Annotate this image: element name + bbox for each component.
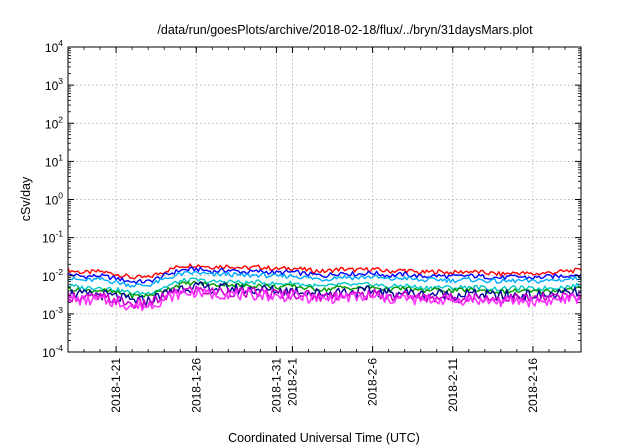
x-tick-label: 2018-2-11 (446, 358, 460, 412)
series-line (67, 286, 582, 312)
x-axis-label: Coordinated Universal Time (UTC) (228, 431, 420, 445)
series-line (67, 270, 582, 288)
x-tick-label: 2018-2-6 (366, 358, 380, 406)
y-tick-label: 10-4 (42, 343, 63, 360)
series-line (67, 285, 582, 309)
y-tick-label: 10-1 (42, 229, 63, 246)
x-tick-label: 2018-1-26 (189, 358, 203, 413)
y-tick-label: 100 (45, 191, 63, 208)
y-axis: 10-4 10-3 10-2 10-1 100 101 102 103 104 (42, 38, 581, 360)
x-tick-label: 2018-2-1 (285, 358, 299, 406)
y-tick-label: 10-3 (42, 305, 63, 322)
series-line (67, 280, 582, 299)
y-axis-label: cSv/day (19, 176, 33, 221)
chart-title: /data/run/goesPlots/archive/2018-02-18/f… (157, 23, 533, 37)
x-tick-label: 2018-2-16 (526, 358, 540, 413)
x-tick-label: 2018-1-21 (109, 358, 123, 413)
y-tick-label: 104 (45, 38, 63, 55)
x-tick-label: 2018-1-31 (269, 358, 283, 413)
y-tick-label: 101 (45, 152, 63, 169)
series-group (67, 263, 582, 312)
series-line (67, 266, 582, 285)
y-tick-label: 103 (45, 76, 63, 93)
series-line (67, 263, 582, 280)
y-tick-label: 10-2 (42, 267, 63, 284)
x-axis: 2018-1-21 2018-1-26 2018-1-31 2018-2-1 2018-… (67, 47, 582, 413)
series-line (67, 277, 582, 296)
y-tick-label: 102 (45, 114, 63, 131)
grid (68, 47, 581, 352)
